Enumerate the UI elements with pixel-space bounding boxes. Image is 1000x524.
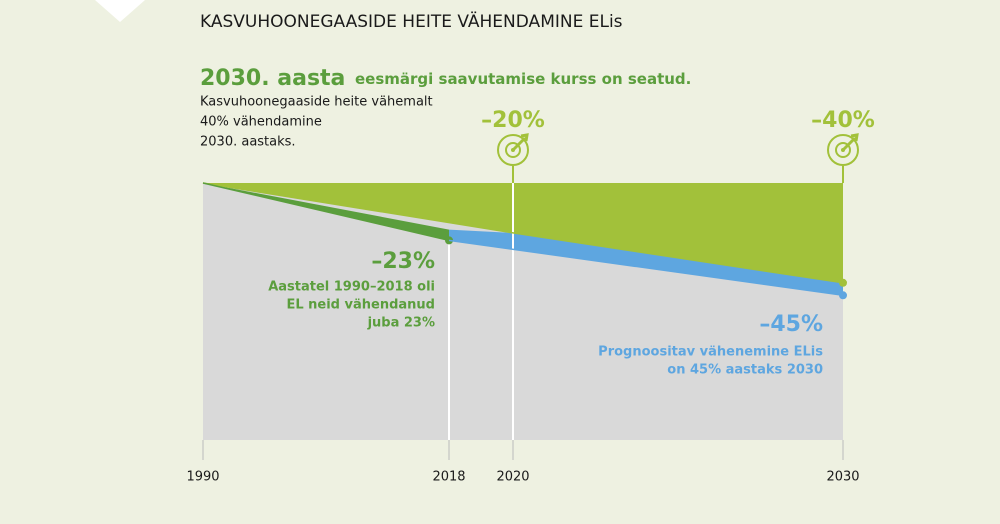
series-line bbox=[202, 182, 450, 242]
headline-emphasis: 2030. aasta bbox=[200, 66, 345, 91]
target-label: –40% bbox=[811, 108, 875, 133]
x-tick-label: 2030 bbox=[826, 470, 859, 485]
projection-area bbox=[449, 229, 843, 296]
series-line bbox=[448, 239, 844, 297]
annotation: Aastatel 1990–2018 oli bbox=[268, 280, 435, 295]
chart-title: KASVUHOONEGAASIDE HEITE VÄHENDAMINE ELis bbox=[200, 11, 623, 32]
subtitle-line: 2030. aastaks. bbox=[200, 135, 296, 150]
value-label: –45% bbox=[759, 312, 823, 337]
target-label: –20% bbox=[481, 108, 545, 133]
subtitle-line: 40% vähendamine bbox=[200, 115, 322, 130]
target-icon bbox=[841, 133, 859, 152]
annotation: Prognoositav vähenemine ELis bbox=[598, 345, 823, 360]
target-icon bbox=[497, 134, 529, 166]
annotation: juba 23% bbox=[367, 316, 435, 331]
corner-decoration bbox=[95, 0, 145, 22]
end-dot bbox=[839, 291, 847, 300]
target-icon bbox=[511, 133, 529, 152]
headline: 2030. aasta eesmärgi saavutamise kurss o… bbox=[200, 66, 691, 91]
target-icon bbox=[505, 142, 521, 158]
annotation: EL neid vähendanud bbox=[286, 298, 435, 313]
x-tick-label: 2018 bbox=[432, 470, 465, 485]
subtitle-line: Kasvuhoonegaaside heite vähemalt bbox=[200, 95, 433, 110]
x-tick-label: 1990 bbox=[186, 470, 219, 485]
end-dot bbox=[839, 278, 847, 287]
target-icon bbox=[827, 134, 859, 166]
value-label: –23% bbox=[371, 249, 435, 274]
headline-text: eesmärgi saavutamise kurss on seatud. bbox=[355, 70, 691, 88]
x-tick-label: 2020 bbox=[496, 470, 529, 485]
annotation: on 45% aastaks 2030 bbox=[667, 363, 823, 378]
target-icon bbox=[835, 142, 851, 158]
series-line bbox=[202, 182, 844, 284]
